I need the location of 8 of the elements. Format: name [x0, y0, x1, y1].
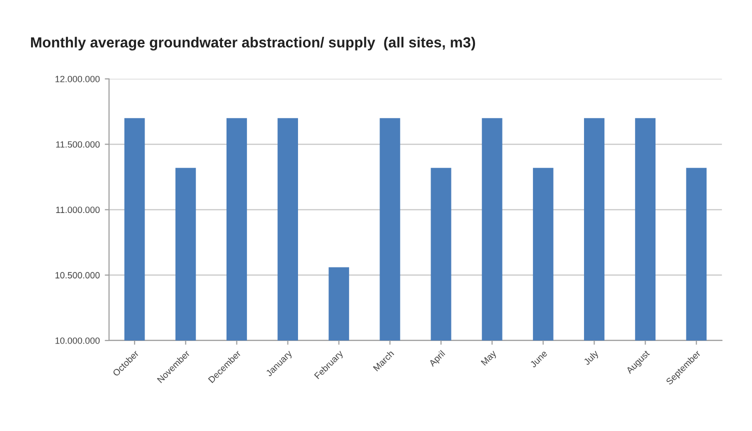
x-tick-label: July	[582, 350, 600, 367]
y-tick-label: 12.000.000	[56, 76, 100, 82]
x-tick-label: May	[480, 350, 498, 368]
y-tick-label: 10.000.000	[56, 337, 100, 344]
chart-title: Monthly average groundwater abstraction/ supply (all sites, m3)	[31, 36, 476, 50]
y-tick-label: 10.500.000	[56, 272, 100, 278]
y-tick-label: 11.000.000	[56, 206, 100, 214]
y-tick-label: 11.500.000	[56, 141, 100, 148]
